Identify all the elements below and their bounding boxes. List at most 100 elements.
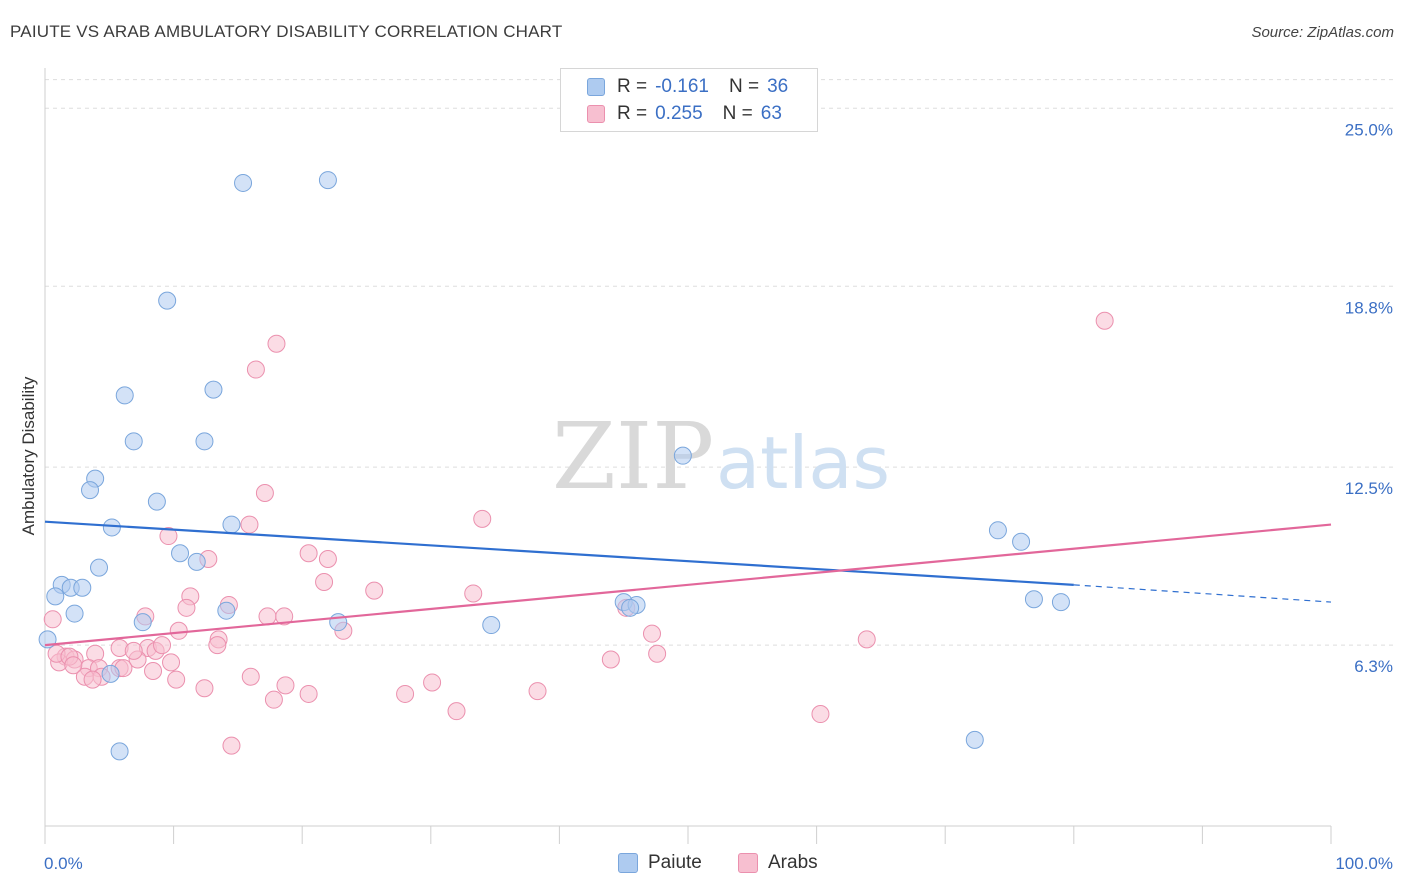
arabs-point	[315, 572, 334, 591]
paiute-trend-extension	[1073, 584, 1332, 603]
paiute-point	[482, 616, 501, 635]
paiute-trend-line	[44, 520, 1074, 586]
paiute-point	[90, 558, 109, 577]
r-value: -0.161	[655, 76, 709, 97]
paiute-point	[204, 380, 223, 399]
arabs-point	[124, 641, 143, 660]
arabs-legend-label: Arabs	[768, 852, 818, 873]
paiute-point	[158, 291, 177, 310]
arabs-point	[857, 630, 876, 649]
arabs-point	[648, 644, 667, 663]
arabs-trend-line	[44, 523, 1332, 647]
arabs-point	[195, 679, 214, 698]
arabs-point	[264, 690, 283, 709]
paiute-point	[147, 492, 166, 511]
arabs-point	[365, 581, 384, 600]
legend-row-paiute: R = -0.161 N = 36	[587, 75, 788, 99]
arabs-point	[1095, 311, 1114, 330]
arabs-point	[169, 621, 188, 640]
paiute-point	[222, 515, 241, 534]
arabs-point	[473, 509, 492, 528]
paiute-legend-swatch	[618, 853, 638, 873]
arabs-point	[167, 670, 186, 689]
paiute-swatch	[587, 78, 605, 96]
watermark-atlas: atlas	[716, 421, 890, 505]
x-tick-label-max: 100.0%	[1335, 854, 1393, 873]
paiute-point	[1024, 590, 1043, 609]
arabs-point	[159, 527, 178, 546]
arabs-point	[601, 650, 620, 669]
arabs-point	[222, 736, 241, 755]
paiute-point	[234, 173, 253, 192]
paiute-point	[133, 613, 152, 632]
legend-row-arabs: R = 0.255 N = 63	[587, 102, 782, 126]
arabs-point	[464, 584, 483, 603]
arabs-swatch	[587, 105, 605, 123]
paiute-point	[195, 432, 214, 451]
r-label: R =	[617, 76, 648, 97]
arabs-point	[208, 636, 227, 655]
arabs-point	[396, 684, 415, 703]
paiute-point	[621, 598, 640, 617]
paiute-legend-label: Paiute	[648, 852, 702, 873]
grid-lines	[45, 79, 1394, 646]
paiute-point	[1051, 593, 1070, 612]
arabs-point	[144, 661, 163, 680]
correlation-legend: R = -0.161 N = 36 R = 0.255 N = 63	[560, 68, 818, 132]
n-value: 63	[760, 103, 782, 124]
paiute-point	[115, 386, 134, 405]
arabs-point	[240, 515, 259, 534]
arabs-point	[153, 636, 172, 655]
paiute-point	[217, 601, 236, 620]
arabs-point	[43, 610, 62, 629]
paiute-point	[1012, 532, 1031, 551]
arabs-point	[246, 360, 265, 379]
paiute-point	[73, 578, 92, 597]
arabs-point	[258, 607, 277, 626]
arabs-point	[275, 607, 294, 626]
paiute-point	[318, 171, 337, 190]
tick-labels: 6.3% 12.5% 18.8% 25.0% 0.0% 100.0%	[44, 120, 1393, 873]
watermark: ZIP atlas	[552, 403, 890, 510]
arabs-point	[64, 656, 83, 675]
arabs-point	[642, 624, 661, 643]
arabs-point	[241, 667, 260, 686]
arabs-point	[447, 702, 466, 721]
arabs-point	[811, 705, 830, 724]
chart-title: PAIUTE VS ARAB AMBULATORY DISABILITY COR…	[10, 22, 563, 41]
paiute-point	[46, 587, 65, 606]
paiute-point	[673, 446, 692, 465]
arabs-point	[299, 544, 318, 563]
trend-lines	[44, 520, 1332, 647]
paiute-point	[110, 742, 129, 761]
source-label: Source: ZipAtlas.com	[1251, 24, 1394, 41]
paiute-point	[187, 552, 206, 571]
n-value: 36	[767, 76, 789, 97]
bottom-legend-paiute: Paiute	[618, 852, 702, 874]
paiute-point	[988, 521, 1007, 540]
arabs-point	[299, 684, 318, 703]
y-tick-label: 25.0%	[1345, 120, 1393, 139]
arabs-point	[423, 673, 442, 692]
x-tick-label-min: 0.0%	[44, 854, 83, 873]
arabs-points	[43, 311, 1114, 755]
y-tick-label: 6.3%	[1354, 657, 1393, 676]
paiute-point	[965, 730, 984, 749]
arabs-legend-swatch	[738, 853, 758, 873]
n-label: N =	[722, 103, 753, 124]
paiute-point	[81, 481, 100, 500]
axes	[44, 68, 1332, 844]
arabs-point	[255, 483, 274, 502]
r-label: R =	[617, 103, 648, 124]
paiute-point	[171, 544, 190, 563]
y-axis-label: Ambulatory Disability	[19, 376, 38, 535]
paiute-point	[101, 664, 120, 683]
paiute-points	[38, 171, 1070, 761]
y-tick-label: 12.5%	[1345, 479, 1393, 498]
arabs-point	[276, 676, 295, 695]
n-label: N =	[728, 76, 760, 97]
y-tick-label: 18.8%	[1345, 298, 1393, 317]
arabs-point	[177, 598, 196, 617]
bottom-legend-arabs: Arabs	[738, 852, 818, 874]
